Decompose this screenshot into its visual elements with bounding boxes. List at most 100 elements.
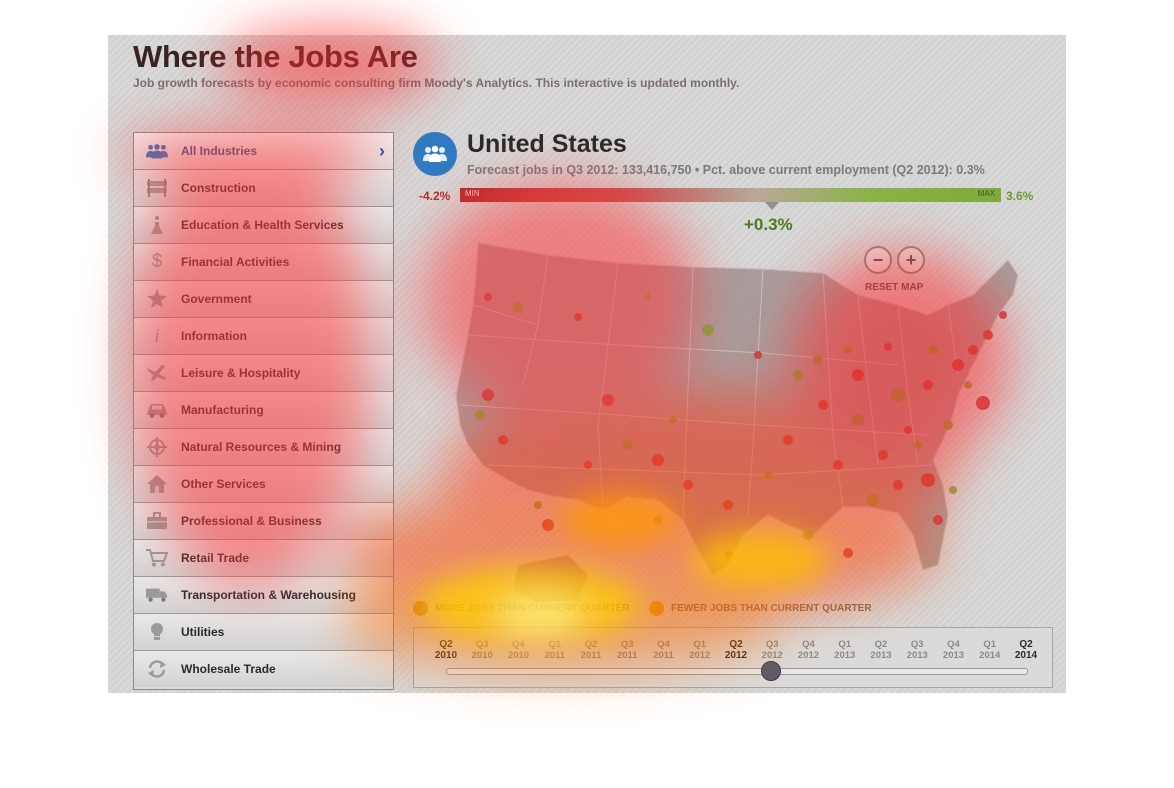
map-bubble[interactable]: [921, 473, 935, 487]
map-bubble[interactable]: [702, 324, 714, 336]
map-bubble[interactable]: [928, 345, 938, 355]
map-bubble[interactable]: [498, 435, 508, 445]
timeline-tick[interactable]: Q3 2013: [897, 639, 937, 661]
tick-quarter: Q2: [874, 639, 888, 650]
timeline-tick[interactable]: Q2 2011: [571, 639, 611, 661]
sidebar-item-financial-activities[interactable]: $ Financial Activities: [134, 244, 393, 281]
sidebar-item-construction[interactable]: Construction: [134, 170, 393, 207]
zoom-in-button[interactable]: +: [897, 246, 925, 274]
target-icon: [146, 437, 168, 457]
map-bubble[interactable]: [999, 311, 1007, 319]
sidebar-item-transportation-and-warehousing[interactable]: Transportation & Warehousing: [134, 577, 393, 614]
map-bubble[interactable]: [683, 480, 693, 490]
sidebar-item-leisure-and-hospitality[interactable]: Leisure & Hospitality: [134, 355, 393, 392]
map-bubble[interactable]: [652, 454, 664, 466]
map-bubble[interactable]: [914, 441, 922, 449]
map-bubble[interactable]: [542, 519, 554, 531]
sidebar-item-retail-trade[interactable]: Retail Trade: [134, 540, 393, 577]
timeline-tick[interactable]: Q4 2011: [644, 639, 684, 661]
timeline-tick[interactable]: Q3 2011: [607, 639, 647, 661]
map-bubble[interactable]: [475, 410, 485, 420]
sidebar-item-government[interactable]: Government: [134, 281, 393, 318]
map-bubble[interactable]: [949, 486, 957, 494]
map-bubble[interactable]: [793, 370, 803, 380]
map-bubble[interactable]: [574, 313, 582, 321]
map-bubble[interactable]: [723, 500, 733, 510]
map-bubble[interactable]: [803, 530, 813, 540]
map-bubble[interactable]: [843, 548, 853, 558]
timeline-tick[interactable]: Q1 2014: [970, 639, 1010, 661]
sidebar-item-wholesale-trade[interactable]: Wholesale Trade: [134, 651, 393, 687]
map-bubble[interactable]: [893, 480, 903, 490]
map-bubble[interactable]: [891, 388, 905, 402]
briefcase-icon: [146, 511, 168, 531]
map-bubble[interactable]: [584, 461, 592, 469]
timeline-tick[interactable]: Q2 2014: [1006, 639, 1046, 661]
map-bubble[interactable]: [813, 355, 823, 365]
map-bubble[interactable]: [645, 294, 651, 300]
map-bubble[interactable]: [764, 471, 772, 479]
timeline-tick[interactable]: Q2 2012: [716, 639, 756, 661]
map-bubble[interactable]: [952, 359, 964, 371]
timeline-tick[interactable]: Q4 2010: [499, 639, 539, 661]
timeline-tick[interactable]: Q2 2010: [426, 639, 466, 661]
map-bubble[interactable]: [482, 389, 494, 401]
map-bubble[interactable]: [852, 369, 864, 381]
map-bubble[interactable]: [484, 293, 492, 301]
sidebar-item-natural-resources-and-mining[interactable]: Natural Resources & Mining: [134, 429, 393, 466]
sidebar-item-other-services[interactable]: Other Services: [134, 466, 393, 503]
sidebar-item-information[interactable]: i Information: [134, 318, 393, 355]
timeline-slider-handle[interactable]: [761, 661, 781, 681]
map-bubble[interactable]: [904, 426, 912, 434]
map-bubble[interactable]: [867, 494, 879, 506]
map-bubble[interactable]: [884, 343, 892, 351]
map-bubble[interactable]: [968, 345, 978, 355]
timeline-tick[interactable]: Q2 2013: [861, 639, 901, 661]
map-bubble[interactable]: [623, 440, 633, 450]
map-bubble[interactable]: [976, 396, 990, 410]
recycle-icon: [146, 659, 168, 679]
map-bubble[interactable]: [923, 380, 933, 390]
map-bubble[interactable]: [534, 501, 542, 509]
sidebar-item-label: Information: [181, 329, 247, 343]
map-bubble[interactable]: [654, 516, 662, 524]
us-map[interactable]: [428, 235, 1038, 605]
map-bubble[interactable]: [844, 346, 852, 354]
chevron-right-icon: ›: [379, 141, 385, 161]
map-bubble[interactable]: [783, 435, 793, 445]
sidebar-item-education-and-health-services[interactable]: Education & Health Services: [134, 207, 393, 244]
sidebar-item-manufacturing[interactable]: Manufacturing: [134, 392, 393, 429]
map-bubble[interactable]: [602, 394, 614, 406]
map-bubble[interactable]: [983, 330, 993, 340]
tick-year: 2011: [616, 650, 638, 661]
timeline-tick[interactable]: Q1 2013: [825, 639, 865, 661]
map-bubble[interactable]: [933, 515, 943, 525]
timeline-tick[interactable]: Q3 2012: [752, 639, 792, 661]
forecast-summary: Forecast jobs in Q3 2012: 133,416,750 • …: [467, 163, 985, 177]
zoom-out-button[interactable]: −: [864, 246, 892, 274]
sidebar-item-utilities[interactable]: Utilities: [134, 614, 393, 651]
timeline-tick[interactable]: Q4 2013: [934, 639, 974, 661]
sidebar-item-all-industries[interactable]: All Industries ›: [134, 133, 393, 170]
quarter-timeline[interactable]: Q2 2010 Q3 2010 Q4 2010 Q1 2011 Q2 2011 Q3 2011 Q4 20…: [413, 627, 1053, 688]
timeline-tick[interactable]: Q1 2011: [535, 639, 575, 661]
timeline-track[interactable]: [446, 668, 1028, 675]
map-bubble[interactable]: [852, 414, 864, 426]
timeline-tick[interactable]: Q4 2012: [789, 639, 829, 661]
timeline-tick[interactable]: Q1 2012: [680, 639, 720, 661]
people-icon: [146, 141, 168, 161]
tick-quarter: Q2: [1019, 639, 1033, 650]
map-bubble[interactable]: [964, 381, 972, 389]
map-bubble[interactable]: [724, 551, 732, 559]
map-bubble[interactable]: [833, 460, 843, 470]
map-bubble[interactable]: [943, 420, 953, 430]
map-bubble[interactable]: [878, 450, 888, 460]
map-bubble[interactable]: [818, 400, 828, 410]
map-bubble[interactable]: [754, 351, 762, 359]
tick-year: 2013: [906, 650, 928, 661]
sidebar-item-professional-and-business[interactable]: Professional & Business: [134, 503, 393, 540]
map-bubble[interactable]: [513, 302, 523, 312]
timeline-tick[interactable]: Q3 2010: [462, 639, 502, 661]
map-bubble[interactable]: [669, 416, 677, 424]
reset-map-button[interactable]: RESET MAP: [865, 282, 924, 293]
